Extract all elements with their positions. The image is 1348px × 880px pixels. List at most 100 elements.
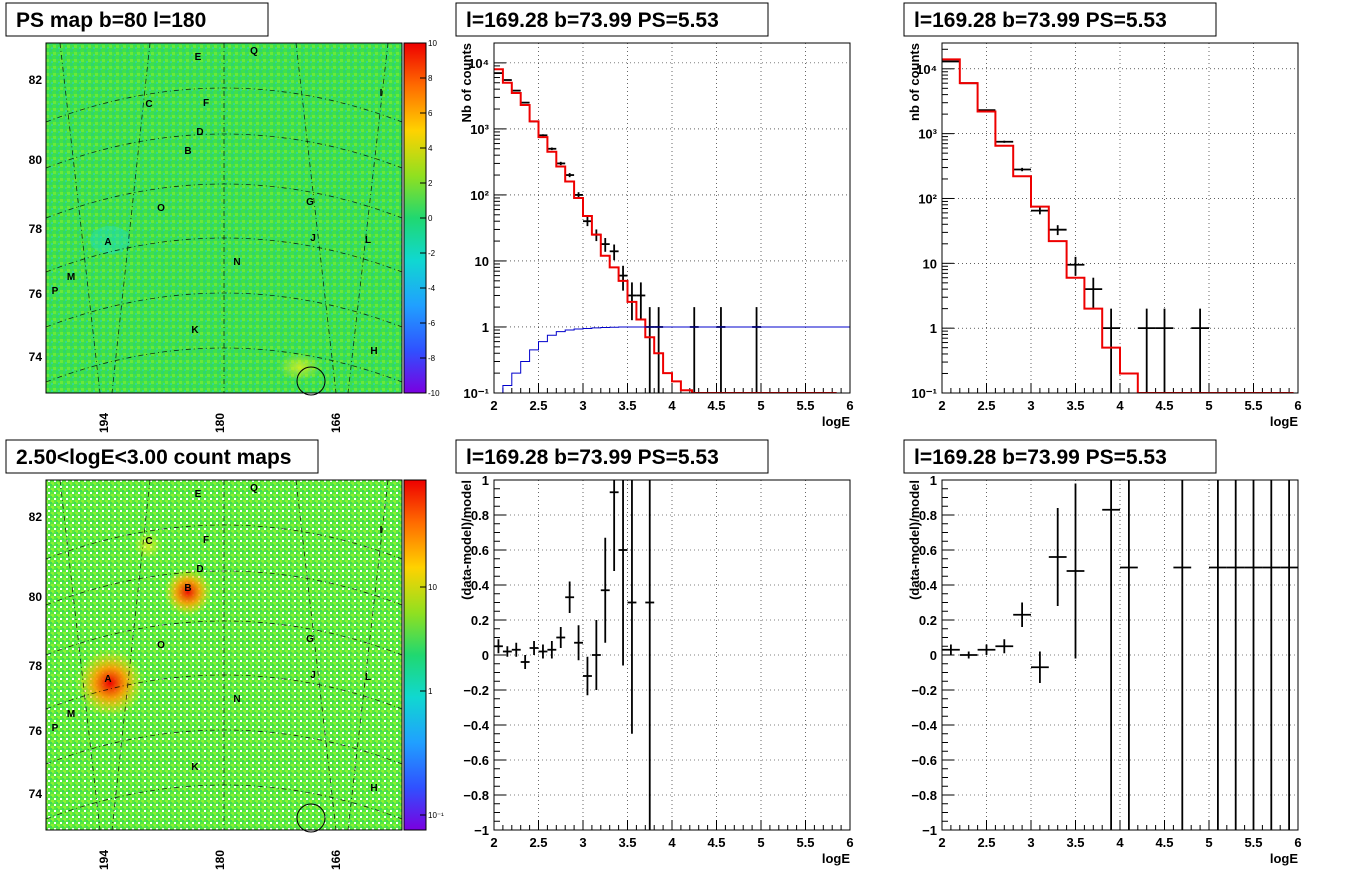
- map-lon-tick-label: 194: [97, 850, 111, 870]
- source-label: P: [52, 286, 59, 297]
- map-lon-tick-label: 180: [213, 413, 227, 433]
- x-tick-label: 4.5: [1155, 835, 1173, 850]
- y-tick-label: 10⁴: [916, 62, 937, 77]
- x-tick-label: 5: [1205, 398, 1212, 413]
- map-lat-tick-label: 76: [29, 724, 43, 738]
- source-label: D: [196, 564, 203, 575]
- colorbar-tick-label: 10⁻¹: [428, 811, 444, 820]
- count-map-blob-b: [164, 568, 212, 616]
- source-label: J: [310, 670, 316, 681]
- plot-frame: [493, 42, 851, 394]
- y-tick-label: 0.4: [471, 578, 490, 593]
- source-label: A: [104, 674, 111, 685]
- source-label: H: [370, 346, 377, 357]
- y-tick-label: 1: [930, 473, 937, 488]
- count-map-blob-c: [134, 531, 162, 559]
- x-tick-label: 5.5: [796, 835, 814, 850]
- y-tick-label: 10⁻¹: [911, 386, 937, 401]
- x-tick-label: 5.5: [1244, 835, 1262, 850]
- chart-title: l=169.28 b=73.99 PS=5.53: [466, 446, 719, 469]
- x-tick-label: 5: [757, 398, 764, 413]
- x-tick-label: 5: [1205, 835, 1212, 850]
- x-tick-label: 2: [938, 835, 945, 850]
- ps-map-title-box: [5, 2, 269, 37]
- map-lon-tick-label: 180: [213, 850, 227, 870]
- map-lat-tick-label: 74: [29, 350, 43, 364]
- map-lon-tick-label: 166: [329, 413, 343, 433]
- source-label: N: [233, 694, 240, 705]
- x-axis-label: logE: [1270, 851, 1298, 866]
- acceptance-line: [494, 326, 850, 393]
- x-tick-label: 6: [1294, 835, 1301, 850]
- plot-frame: [941, 42, 1299, 394]
- y-tick-label: −1: [474, 823, 489, 838]
- x-tick-label: 2: [490, 398, 497, 413]
- y-tick-label: 10²: [918, 191, 937, 206]
- y-tick-label: 10³: [918, 127, 937, 142]
- graticule-lat-line: [45, 570, 403, 606]
- data-layer: [942, 58, 1294, 393]
- source-label: B: [184, 146, 191, 157]
- source-label: A: [104, 237, 111, 248]
- map-lat-tick-label: 76: [29, 287, 43, 301]
- colorbar-tick-label: 8: [428, 74, 433, 83]
- source-label: Q: [250, 46, 258, 57]
- ps-map-coolspot: [90, 226, 130, 254]
- x-tick-label: 4: [668, 835, 676, 850]
- colorbar-tick-label: -8: [428, 354, 436, 363]
- source-label: O: [157, 640, 165, 651]
- data-layer: [942, 480, 1298, 830]
- source-label: E: [195, 489, 202, 500]
- graticule-lon-line: [111, 42, 151, 394]
- x-tick-label: 4.5: [707, 398, 725, 413]
- graticule-lon-line: [295, 42, 337, 394]
- colorbar-tick-label: -2: [428, 249, 436, 258]
- colorbar-tick-label: 10: [428, 583, 437, 592]
- y-axis-label: (data-model)/model: [907, 480, 922, 600]
- map-lat-tick-label: 82: [29, 73, 43, 87]
- map-lat-tick-label: 78: [29, 222, 43, 236]
- map-lat-tick-label: 78: [29, 659, 43, 673]
- map-lat-tick-label: 80: [29, 153, 43, 167]
- colorbar-tick-label: 0: [428, 214, 433, 223]
- y-tick-label: 10⁻¹: [463, 386, 489, 401]
- y-tick-label: 0.4: [919, 578, 938, 593]
- source-label: E: [195, 52, 202, 63]
- x-tick-label: 3.5: [1066, 835, 1084, 850]
- x-tick-label: 4: [1116, 398, 1124, 413]
- chart-title: l=169.28 b=73.99 PS=5.53: [466, 9, 719, 32]
- map-lat-tick-label: 80: [29, 590, 43, 604]
- source-label: Q: [250, 483, 258, 494]
- y-axis-label: (data-model)/model: [459, 480, 474, 600]
- source-label: G: [306, 197, 314, 208]
- x-tick-label: 2: [938, 398, 945, 413]
- count-map-panel: 2.50<logE<3.00 count maps: [5, 439, 427, 831]
- graticule-lon-line: [295, 479, 337, 831]
- count-map-title-box: [5, 439, 319, 474]
- x-tick-label: 4: [1116, 835, 1124, 850]
- y-tick-label: 10²: [470, 188, 489, 203]
- chart-title-box: [903, 2, 1217, 37]
- target-circle: [296, 366, 326, 396]
- ps-map-panel: PS map b=80 l=180: [5, 2, 427, 394]
- map-lon-tick-label: 194: [97, 413, 111, 433]
- graticule-lat-line: [45, 292, 403, 328]
- x-tick-label: 2: [490, 835, 497, 850]
- x-axis-label: logE: [822, 851, 850, 866]
- source-label: N: [233, 257, 240, 268]
- x-tick-label: 5.5: [1244, 398, 1262, 413]
- x-tick-label: 3.5: [618, 398, 636, 413]
- y-tick-label: 1: [930, 321, 937, 336]
- y-tick-label: −0.6: [463, 753, 489, 768]
- x-tick-label: 3: [579, 835, 586, 850]
- x-tick-label: 5.5: [796, 398, 814, 413]
- colorbar-tick-label: 10: [428, 39, 437, 48]
- chart-title: l=169.28 b=73.99 PS=5.53: [914, 9, 1167, 32]
- y-tick-label: −1: [922, 823, 937, 838]
- model-histogram-line: [494, 68, 837, 393]
- x-tick-label: 3.5: [618, 835, 636, 850]
- ps-map-hotspot: [278, 353, 322, 381]
- colorbar-tick-label: -6: [428, 319, 436, 328]
- source-label: L: [365, 235, 371, 246]
